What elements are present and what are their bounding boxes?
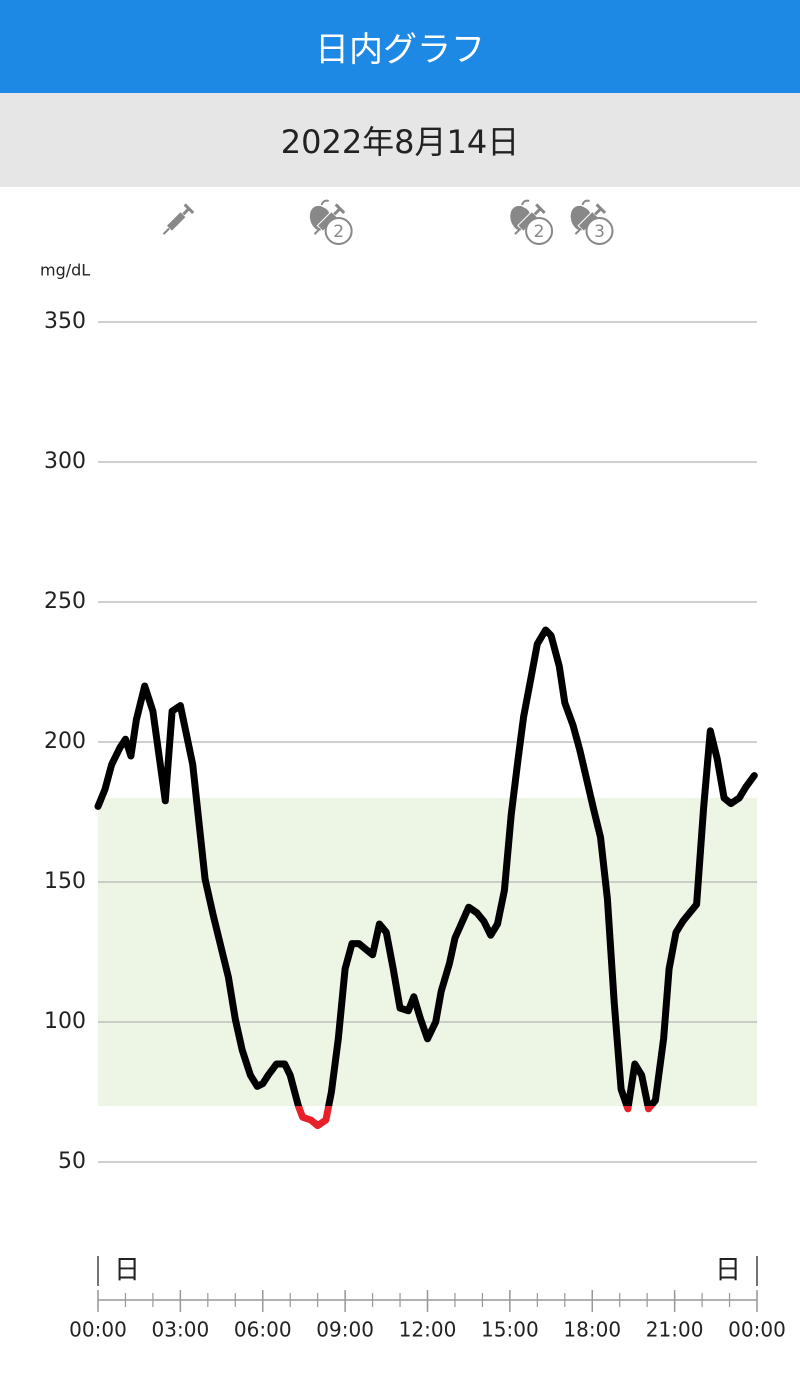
- header-title: 日内グラフ: [0, 0, 800, 93]
- x-tick-label: 00:00: [728, 1318, 786, 1342]
- y-tick-label: 300: [44, 449, 86, 474]
- x-tick-label: 15:00: [481, 1318, 539, 1342]
- icon-leaf: [581, 199, 590, 206]
- icon-leaf: [521, 199, 530, 206]
- x-tick-label: 00:00: [69, 1318, 127, 1342]
- x-tick-label: 06:00: [234, 1318, 292, 1342]
- date-bar[interactable]: 2022年8月14日: [0, 93, 800, 187]
- insulin-icon: [162, 203, 195, 235]
- count-label: 2: [333, 222, 344, 242]
- syringe-handle: [334, 203, 346, 214]
- syringe-needle: [313, 227, 321, 235]
- chart: mg/dL 50 100 150 200 250 300 350 00:00 03:00 06:0…: [40, 199, 786, 1342]
- x-tick-label: 12:00: [399, 1318, 457, 1342]
- y-tick-label: 200: [44, 729, 86, 754]
- y-tick-label: 50: [58, 1149, 86, 1174]
- y-tick-label: 100: [44, 1009, 86, 1034]
- syringe-needle: [514, 227, 522, 235]
- day-marker-label: 日: [114, 1256, 140, 1286]
- y-unit: mg/dL: [40, 261, 90, 280]
- count-circle: [585, 217, 614, 245]
- count-label: 3: [594, 222, 605, 242]
- syringe-handle: [595, 203, 607, 214]
- meal-insulin-icon: 3: [570, 199, 614, 245]
- syringe-handle: [535, 203, 546, 214]
- count-circle: [525, 217, 554, 245]
- icon-leaf: [320, 199, 329, 206]
- day-marker-label: 日: [715, 1256, 741, 1286]
- meal-insulin-icon: 2: [510, 199, 554, 245]
- syringe-needle: [574, 227, 582, 235]
- x-tick-label: 03:00: [152, 1318, 210, 1342]
- x-tick-label: 18:00: [563, 1318, 621, 1342]
- glucose-line: [94, 626, 758, 1130]
- x-tick-label: 09:00: [316, 1318, 374, 1342]
- count-circle: [324, 217, 353, 245]
- meal-insulin-icon: 2: [309, 199, 353, 245]
- syringe-handle: [183, 203, 195, 214]
- target-range: [98, 798, 757, 1106]
- y-tick-label: 250: [44, 589, 86, 614]
- syringe-needle: [162, 227, 170, 235]
- count-label: 2: [534, 222, 545, 242]
- syringe-body: [165, 210, 187, 233]
- icon-syringe: [162, 203, 195, 235]
- y-tick-label: 150: [44, 869, 86, 894]
- y-tick-label: 350: [44, 309, 86, 334]
- x-tick-label: 21:00: [646, 1318, 704, 1342]
